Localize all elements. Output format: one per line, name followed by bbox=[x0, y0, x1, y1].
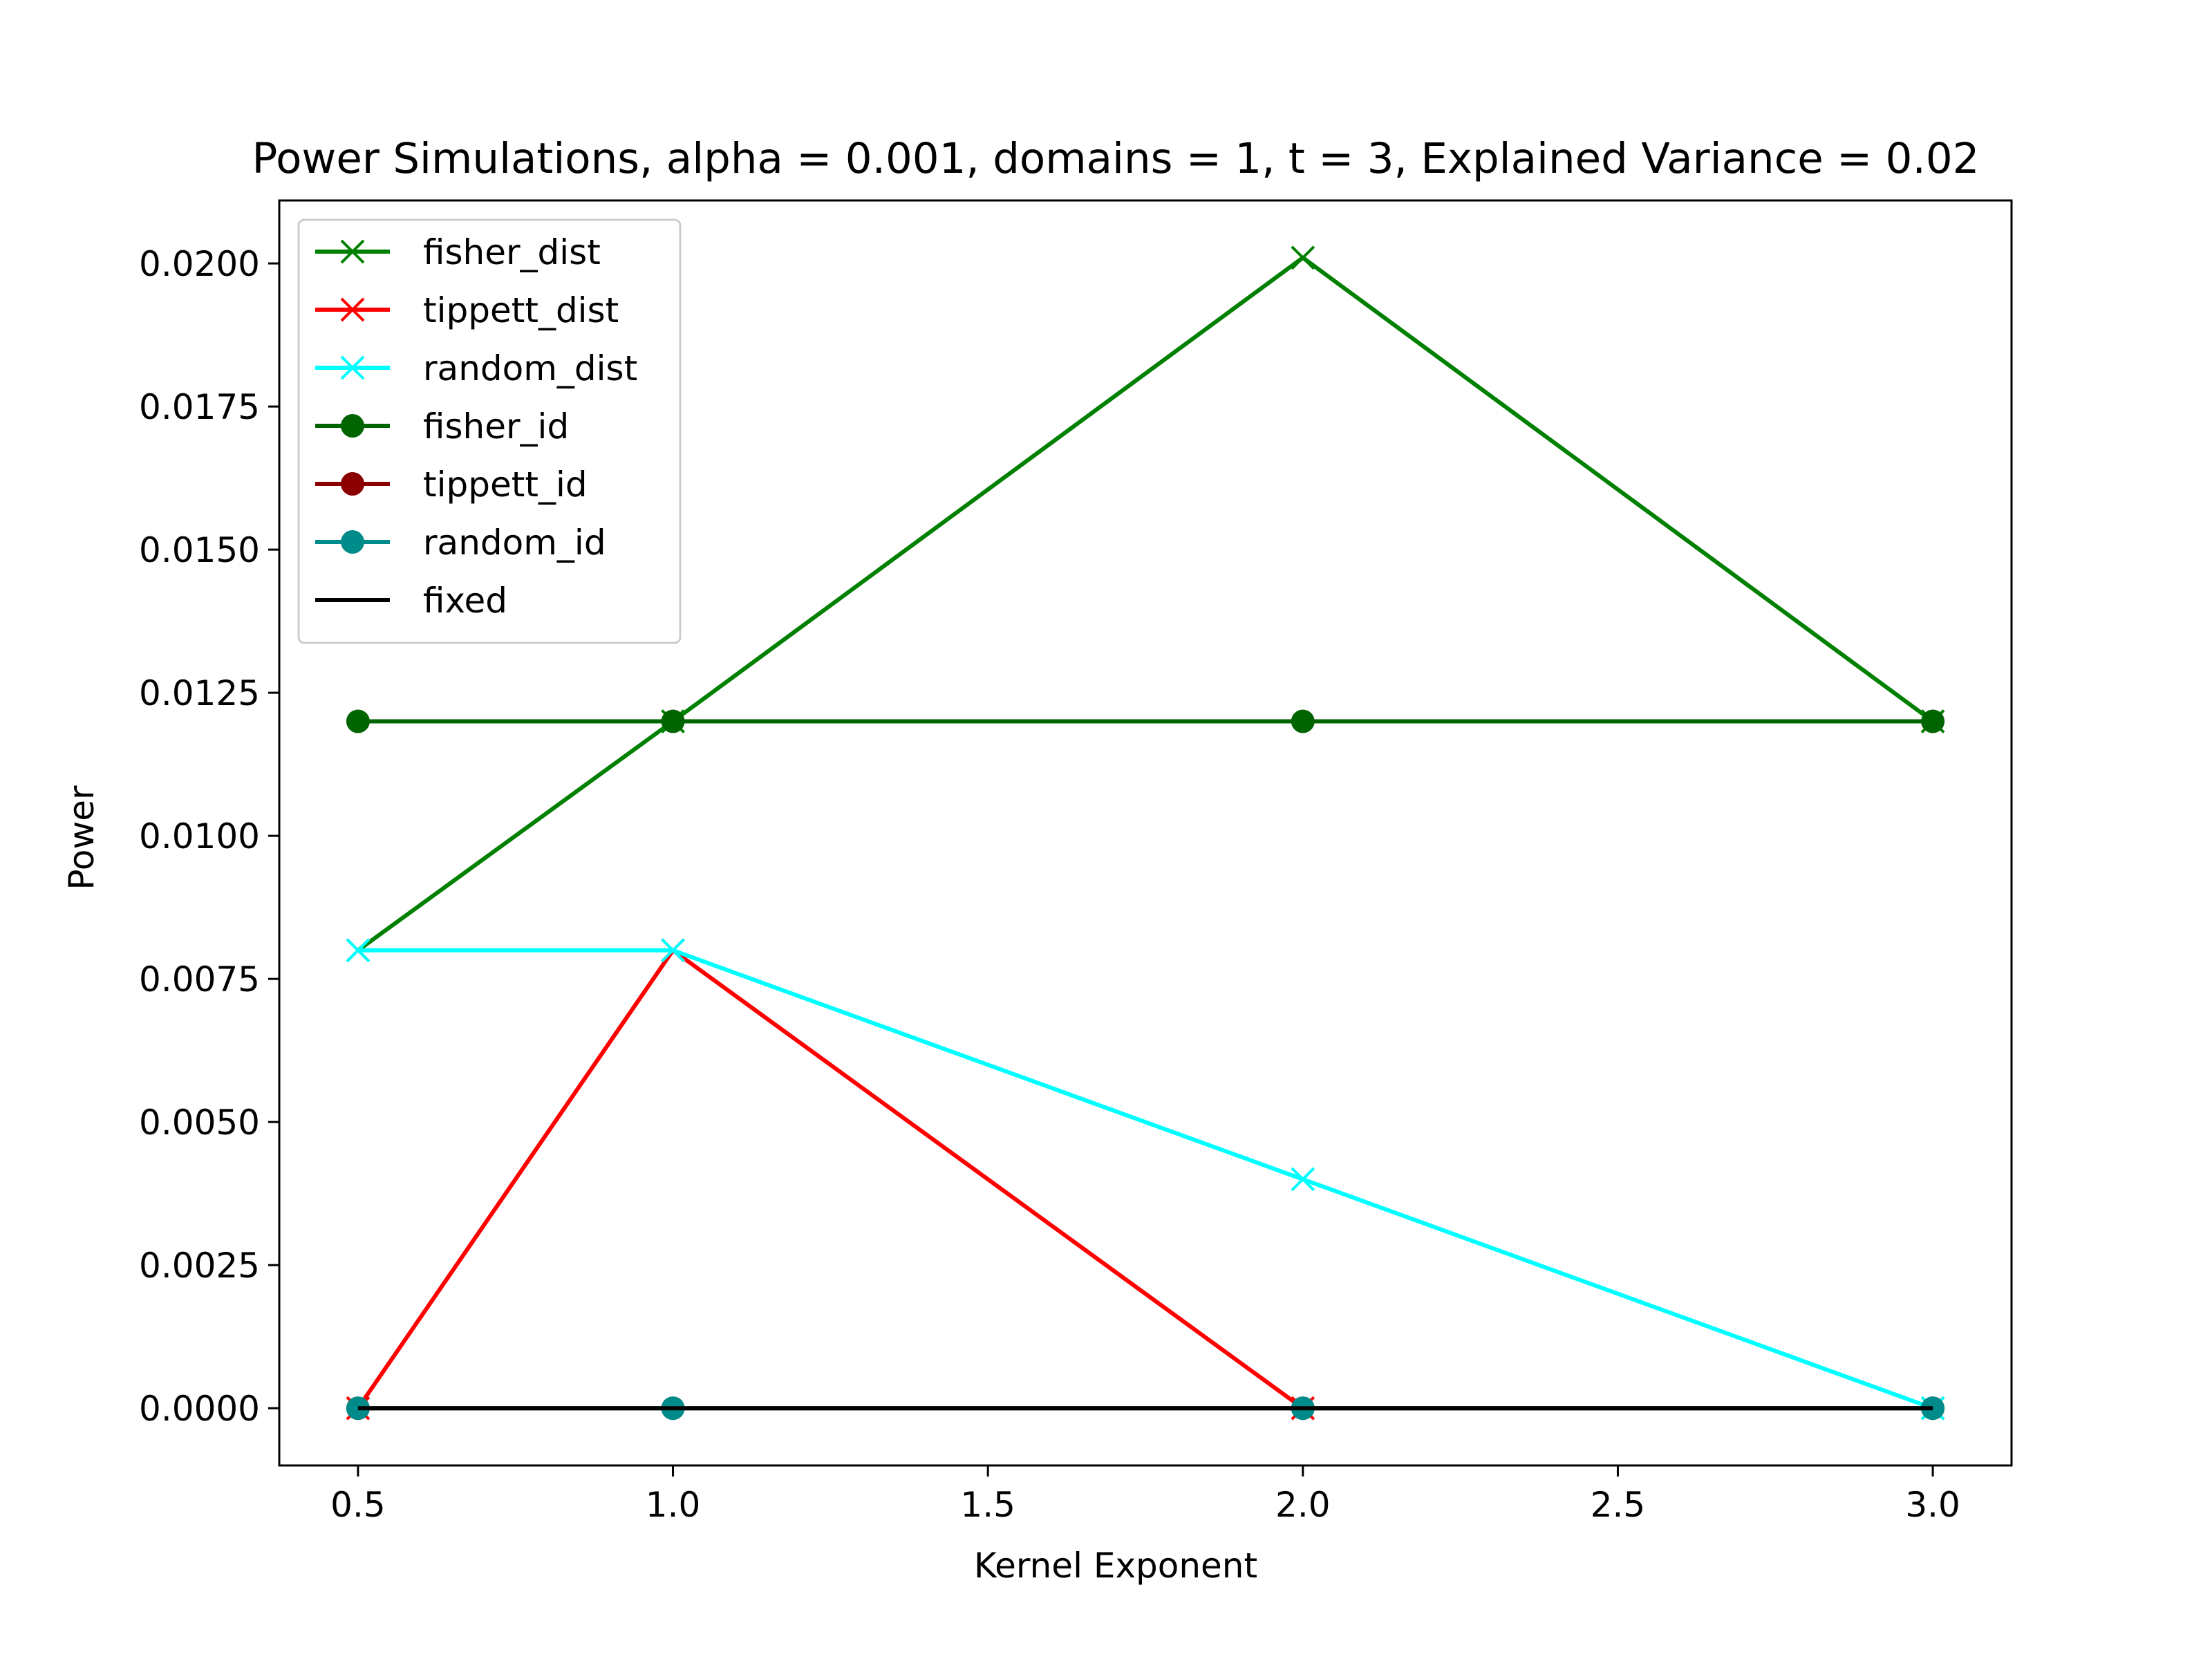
legend-item-fisher-dist: fisher_dist bbox=[315, 232, 601, 272]
legend-label: fisher_id bbox=[423, 406, 569, 447]
data-point-random-dist-1 bbox=[661, 938, 685, 963]
x-axis-label: Kernel Exponent bbox=[974, 1546, 1257, 1586]
series-random-dist bbox=[346, 938, 1945, 1421]
legend-item-fixed: fixed bbox=[315, 581, 507, 621]
legend-label: random_dist bbox=[423, 348, 637, 388]
legend-label: fisher_dist bbox=[423, 232, 601, 272]
data-point-random-dist-0 bbox=[346, 938, 371, 963]
y-tick-label: 0.0025 bbox=[139, 1246, 260, 1286]
x-tick-label: 1.0 bbox=[646, 1485, 701, 1525]
y-axis-label: Power bbox=[62, 785, 102, 890]
y-tick-label: 0.0075 bbox=[139, 959, 260, 1000]
x-tick-label: 0.5 bbox=[330, 1485, 386, 1525]
legend-marker-tippett-id bbox=[341, 472, 364, 496]
series-line-fisher-dist bbox=[357, 255, 1934, 953]
y-tick-label: 0.0150 bbox=[139, 530, 260, 570]
series-fisher-id bbox=[346, 709, 1945, 733]
y-tick-label: 0.0050 bbox=[139, 1103, 260, 1143]
legend-marker-fisher-dist bbox=[340, 239, 365, 264]
y-tick-label: 0.0175 bbox=[139, 387, 260, 427]
y-tick-label: 0.0125 bbox=[139, 673, 260, 713]
series-line-tippett-dist bbox=[356, 948, 1933, 1411]
data-point-fisher-id-3 bbox=[1921, 709, 1945, 733]
y-tick-label: 0.0200 bbox=[139, 244, 260, 284]
axes: 0.5 1.0 1.5 2.0 2.5 3.0 0.0000 0.0025 0.0050 0.00… bbox=[139, 199, 2013, 1525]
legend-label: fixed bbox=[423, 581, 507, 621]
data-point-fisher-id-1 bbox=[661, 709, 685, 733]
legend-item-tippett-dist: tippett_dist bbox=[315, 290, 619, 330]
x-tick-label: 2.0 bbox=[1275, 1485, 1331, 1525]
series-tippett-dist bbox=[346, 938, 1945, 1421]
x-tick-label: 3.0 bbox=[1905, 1485, 1960, 1525]
legend-item-fisher-id: fisher_id bbox=[315, 406, 569, 447]
legend-label: random_id bbox=[423, 523, 606, 563]
legend-marker-tippett-dist bbox=[340, 297, 365, 322]
data-point-random-dist-2 bbox=[1291, 1167, 1315, 1192]
plot-area bbox=[346, 245, 1945, 1421]
x-tick-label: 1.5 bbox=[960, 1485, 1015, 1525]
y-tick-label: 0.0100 bbox=[139, 816, 260, 856]
legend-label: tippett_id bbox=[423, 465, 588, 505]
legend: fisher_dist tippett_dist random_distfisher… bbox=[297, 218, 682, 644]
legend-label: tippett_dist bbox=[423, 290, 619, 330]
legend-marker-random-dist bbox=[340, 355, 365, 380]
legend-marker-fisher-id bbox=[341, 414, 364, 438]
chart-title: Power Simulations, alpha = 0.001, domain… bbox=[252, 134, 1980, 183]
y-tick-label: 0.0000 bbox=[139, 1389, 260, 1429]
legend-item-random-dist: random_dist bbox=[315, 348, 637, 388]
x-tick-label: 2.5 bbox=[1591, 1485, 1646, 1525]
plot-frame bbox=[278, 199, 2013, 1467]
legend-item-random-id: random_id bbox=[315, 523, 606, 563]
data-point-fisher-id-0 bbox=[346, 709, 370, 733]
legend-marker-random-id bbox=[341, 530, 364, 554]
legend-box bbox=[297, 218, 682, 644]
legend-item-tippett-id: tippett_id bbox=[315, 465, 588, 505]
series-line-random-dist bbox=[357, 948, 1934, 1411]
data-point-fisher-dist-2 bbox=[1291, 245, 1315, 270]
data-point-fisher-id-2 bbox=[1291, 709, 1315, 733]
